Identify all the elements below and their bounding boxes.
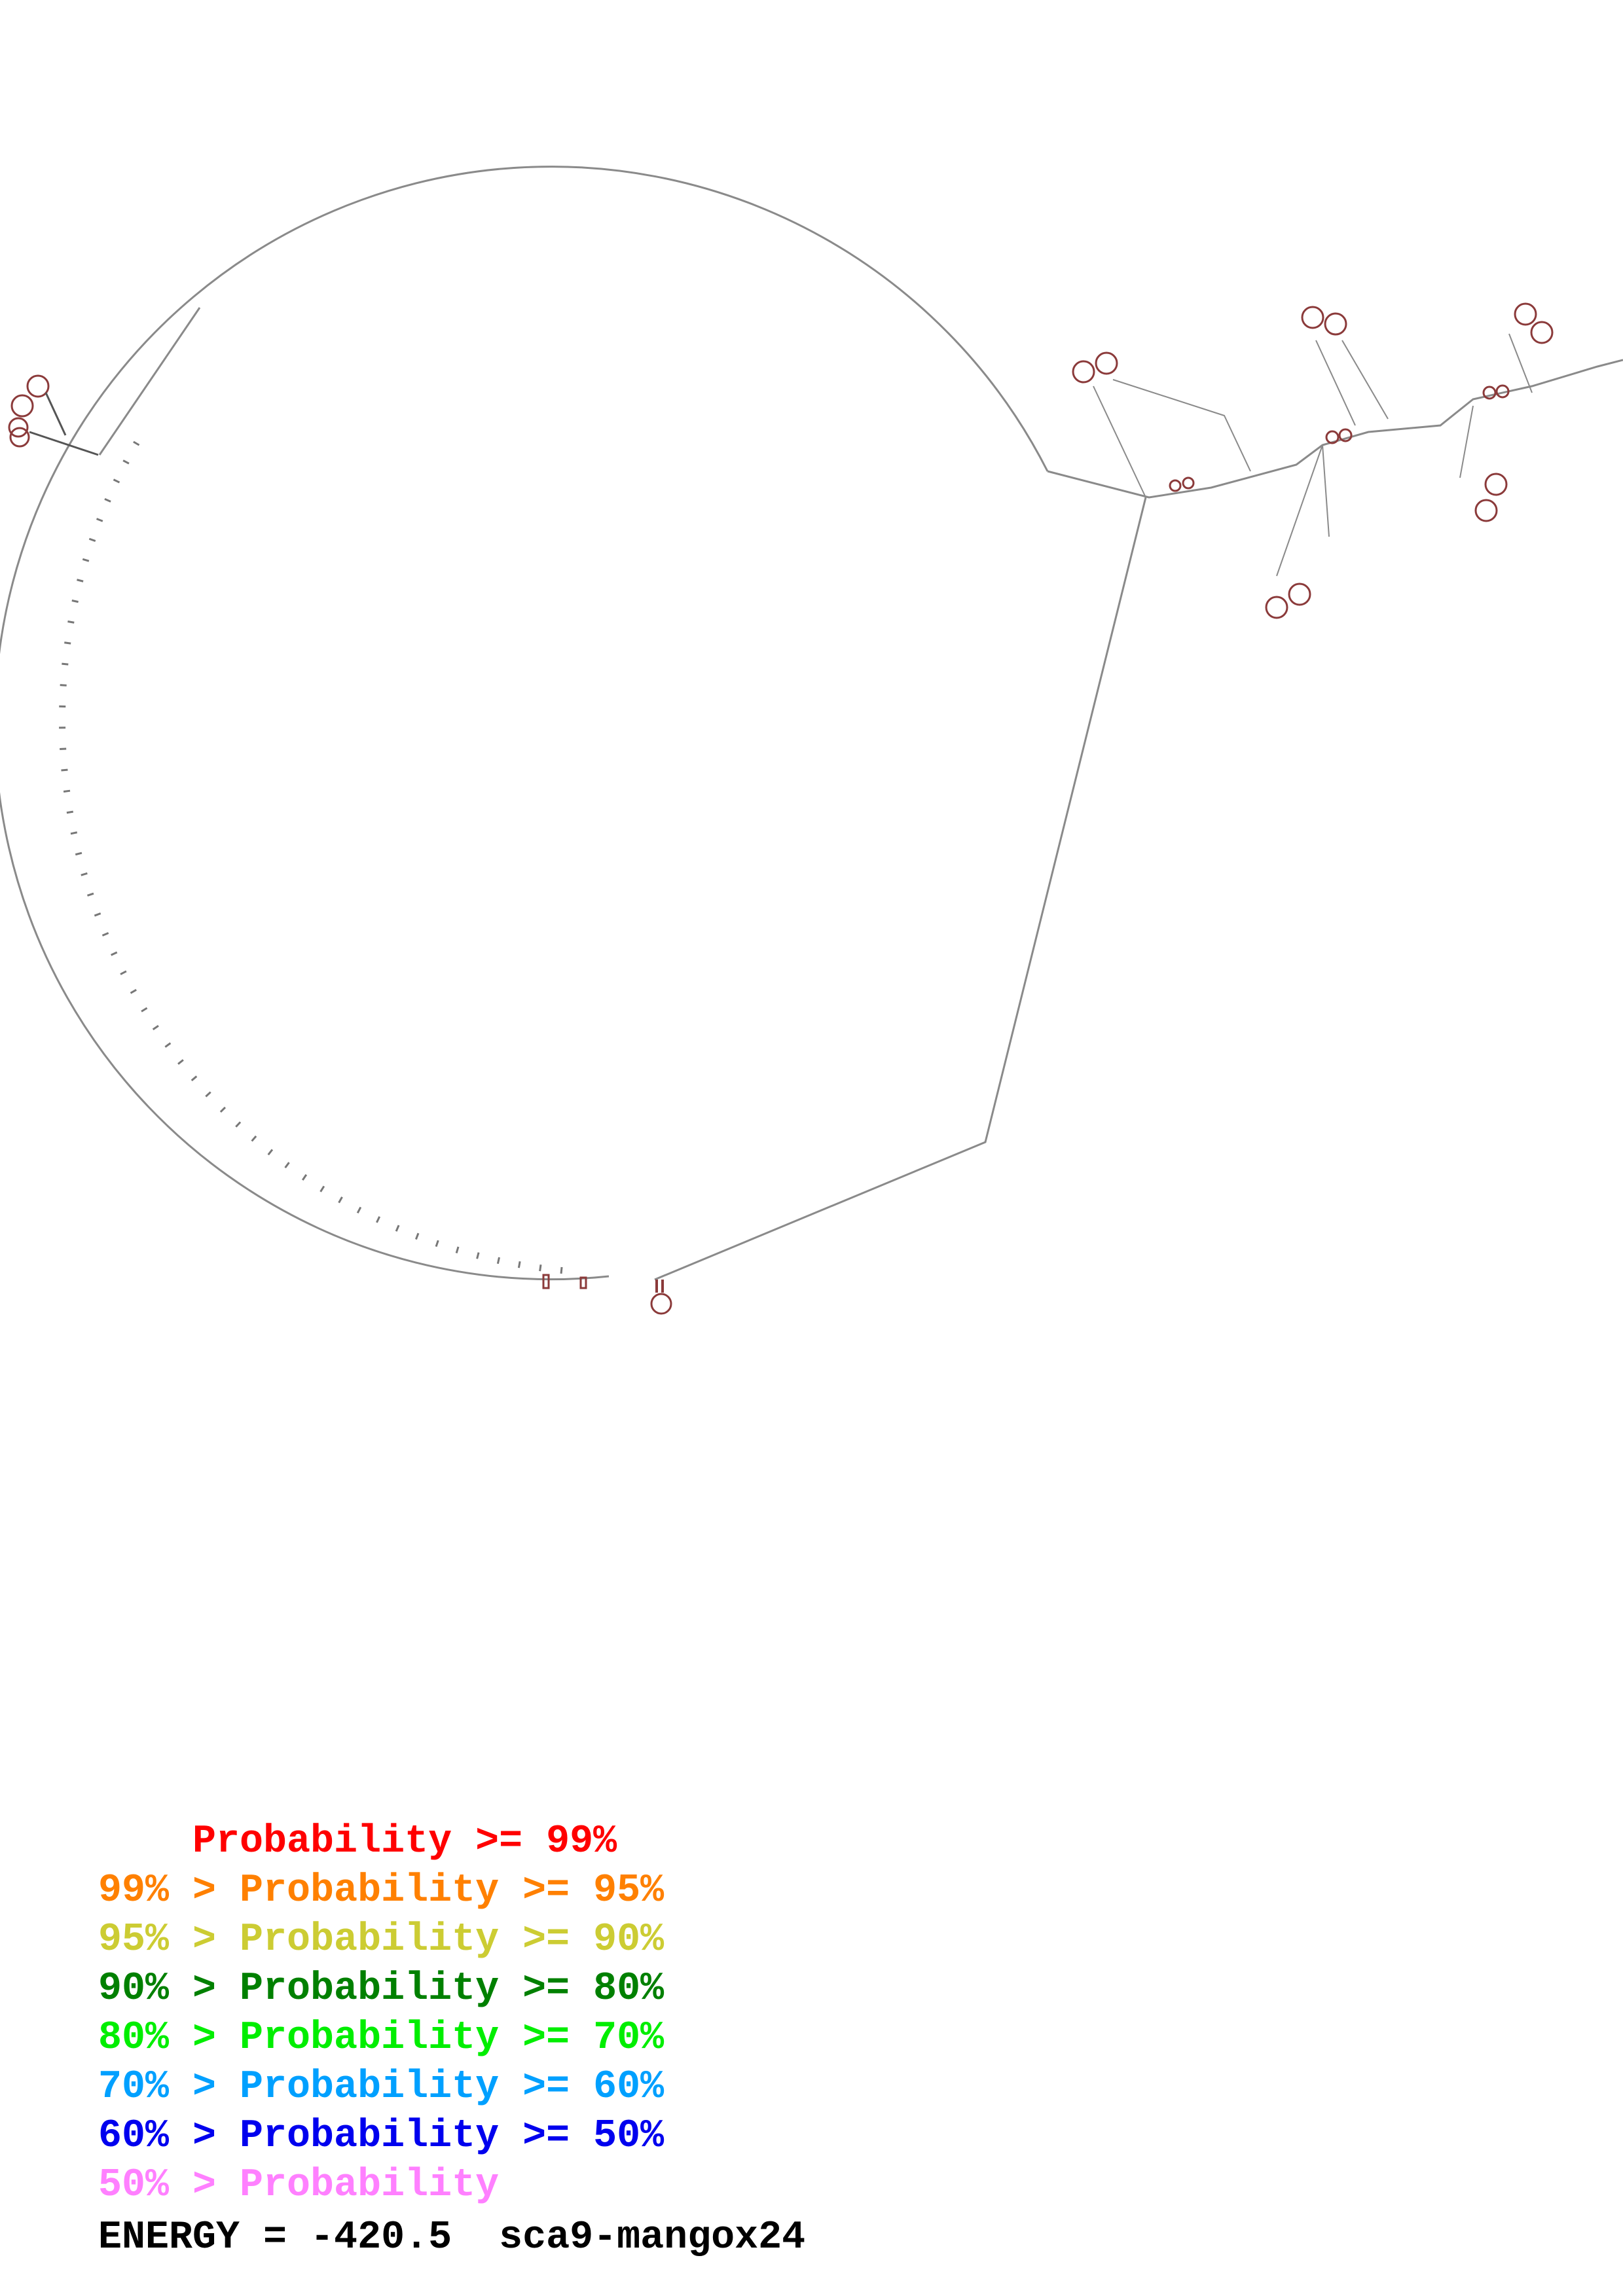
arc-tick [94,912,101,917]
left-cluster-link [98,307,201,456]
arc-tick [219,1106,227,1113]
connector-g [1459,405,1474,478]
arc-tick [455,1246,460,1254]
connector-d [1341,340,1389,420]
legend-item: 80% > Probability >= 70% [98,2016,665,2060]
arc-tick [356,1206,362,1213]
legend-item: 90% > Probability >= 80% [98,1967,665,2011]
arc-tick [60,684,67,687]
arc-tick [75,852,82,856]
arc-tick [284,1162,290,1169]
connector-h [1508,333,1533,393]
arc-tick [152,1025,159,1031]
arc-tick [376,1216,381,1223]
arc-tick [177,1059,184,1065]
arc-tick [67,620,75,624]
legend-item: 70% > Probability >= 60% [98,2065,665,2109]
arc-tick [104,498,111,503]
arc-tick [141,1007,148,1013]
connector-a [1093,386,1146,498]
rna-structure-diagram [0,166,1623,1315]
arc-tick [77,579,84,583]
arc-tick [122,459,130,465]
arc-tick [86,892,94,897]
energy-label: ENERGY = -420.5 sca9-mangox24 [98,2215,806,2260]
arc-tick [66,810,74,814]
large-loop-backbone [0,166,1049,1281]
arc-tick [130,989,137,994]
arc-tick [88,537,96,542]
connector-e [1276,444,1323,577]
legend-item: 95% > Probability >= 90% [98,1918,665,1962]
connector-f [1322,444,1330,537]
bottom-hairpin [650,1280,672,1315]
arc-tick [395,1225,400,1232]
arc-tick [111,951,118,956]
legend-item: 50% > Probability [98,2163,500,2208]
arc-tick [120,970,127,975]
arc-ticks [59,440,563,1274]
arc-tick [70,831,78,835]
arc-tick [319,1185,325,1193]
arc-tick [267,1149,274,1156]
arc-bottom-hairpins [542,1274,587,1289]
arc-tick [435,1240,439,1247]
arc-tick [235,1121,242,1128]
arc-tick [164,1042,172,1048]
arc-tick [101,932,109,937]
arc-tick [496,1257,500,1265]
arc-tick [301,1174,308,1181]
arc-tick [113,478,120,484]
arc-tick [517,1261,521,1268]
arc-tick [191,1075,198,1082]
arc-tick [71,600,79,603]
right-branch-backbone [1047,359,1623,499]
arc-tick [338,1196,343,1204]
legend-item: 60% > Probability >= 50% [98,2114,665,2159]
arc-tick [205,1091,211,1098]
arc-tick [414,1232,420,1240]
legend-item: Probability >= 99% [98,1820,617,1864]
connector-c [1315,340,1356,426]
arc-tick [560,1266,563,1274]
arc-tick [96,518,103,522]
arc-tick [133,440,140,446]
arc-tick [81,872,88,876]
long-connector [654,497,1147,1281]
left-hairpin-cluster [8,374,99,456]
arc-tick [539,1265,542,1272]
right-hairpins [1072,302,1554,619]
arc-tick [476,1252,480,1259]
arc-tick [82,558,90,562]
legend-item: 99% > Probability >= 95% [98,1869,665,1913]
connector-b [1112,379,1251,472]
arc-tick [251,1135,257,1142]
